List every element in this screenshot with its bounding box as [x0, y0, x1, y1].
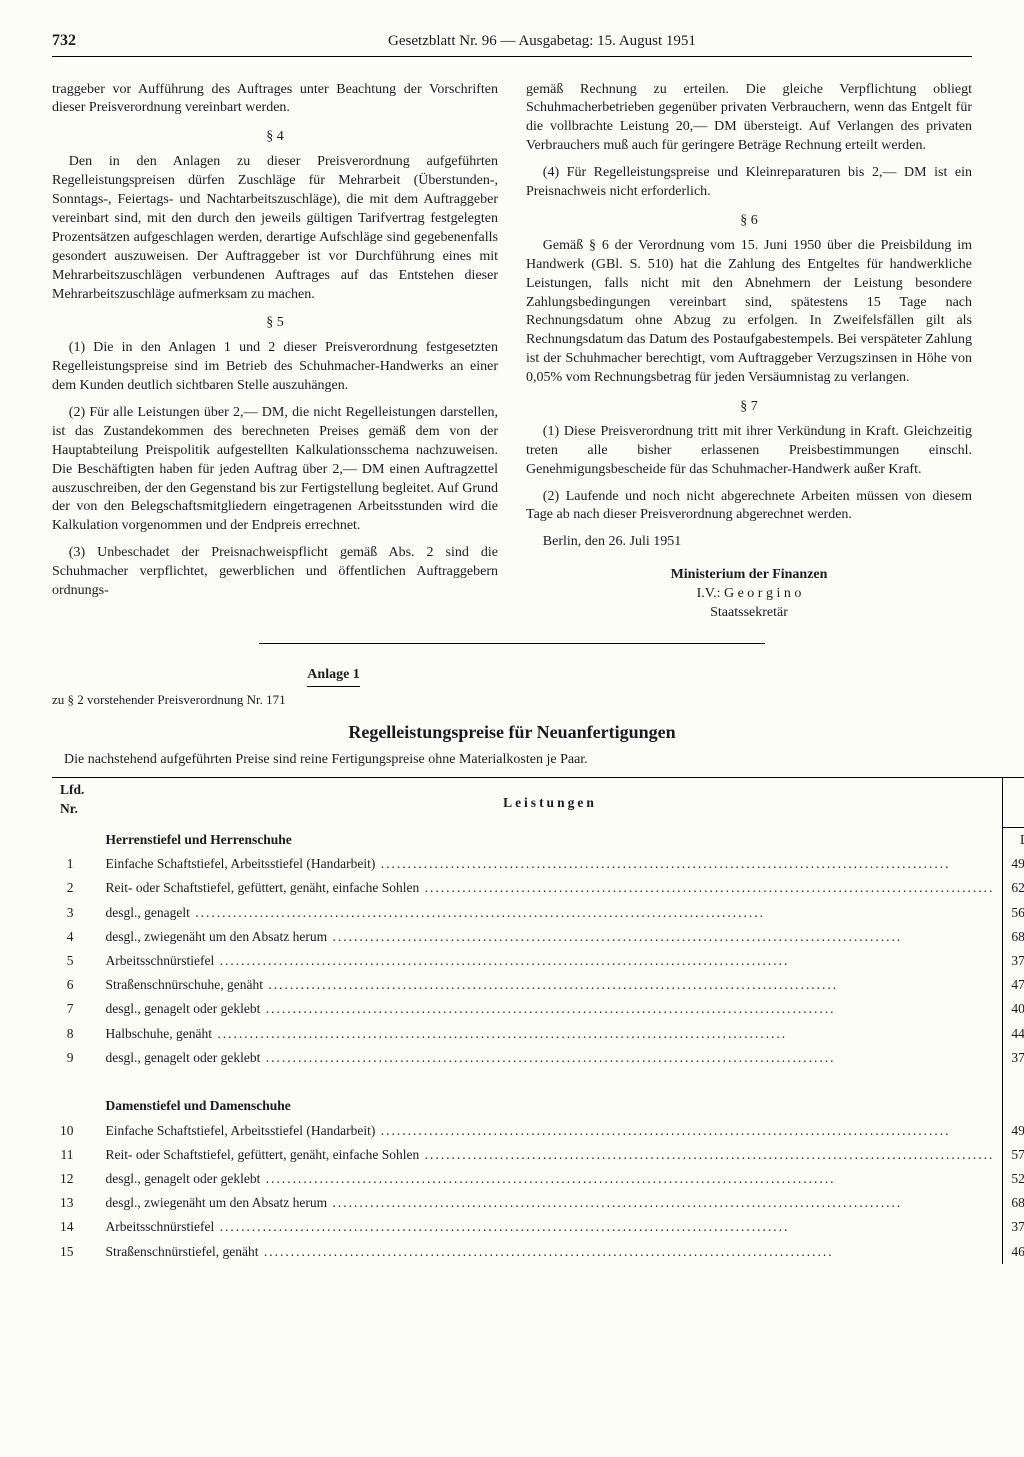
- price-table: Lfd.Nr. Leistungen Ortsklassen A B C Her…: [52, 777, 1024, 1263]
- signatory: I.V.: G e o r g i n o: [526, 585, 972, 604]
- para: (1) Die in den Anlagen 1 und 2 dieser Pr…: [52, 339, 498, 396]
- text-columns: traggeber vor Aufführung des Auftrages u…: [52, 81, 972, 623]
- anlage-subheading: zu § 2 vorstehender Preisverordnung Nr. …: [52, 691, 972, 709]
- table-row: 12 desgl., genagelt oder geklebt 52,6350…: [52, 1167, 1024, 1191]
- para: (3) Unbeschadet der Preisnachweispflicht…: [52, 544, 498, 601]
- separator-rule: [259, 643, 765, 644]
- para: gemäß Rechnung zu erteilen. Die gleiche …: [526, 81, 972, 157]
- section-5-head: § 5: [52, 314, 498, 333]
- table-row: 11 Reit- oder Schaftstiefel, gefüttert, …: [52, 1143, 1024, 1167]
- signature-block: Ministerium der Finanzen I.V.: G e o r g…: [526, 566, 972, 623]
- table-row: 8 Halbschuhe, genäht 44,0442,1239,86: [52, 1022, 1024, 1046]
- place-date: Berlin, den 26. Juli 1951: [526, 533, 972, 552]
- col-ortsklassen: Ortsklassen: [1003, 778, 1024, 803]
- para: (2) Für alle Leistungen über 2,— DM, die…: [52, 404, 498, 536]
- anlage-heading: Anlage 1: [307, 666, 360, 687]
- right-column: gemäß Rechnung zu erteilen. Die gleiche …: [526, 81, 972, 623]
- col-leistungen: Leistungen: [98, 778, 1003, 827]
- signatory-role: Staatssekretär: [526, 604, 972, 623]
- para: (4) Für Regelleistungspreise und Kleinre…: [526, 164, 972, 202]
- table-row: 6 Straßenschnürschuhe, genäht 47,4745,39…: [52, 973, 1024, 997]
- para: Den in den Anlagen zu dieser Preisverord…: [52, 153, 498, 304]
- left-column: traggeber vor Aufführung des Auftrages u…: [52, 81, 498, 623]
- table-row: 14 Arbeitsschnürstiefel 37,2935,0133,13: [52, 1215, 1024, 1239]
- para: Gemäß § 6 der Verordnung vom 15. Juni 19…: [526, 237, 972, 388]
- ministry-name: Ministerium der Finanzen: [526, 566, 972, 585]
- para: (1) Diese Preisverordnung tritt mit ihre…: [526, 423, 972, 480]
- header-title: Gesetzblatt Nr. 96 — Ausgabetag: 15. Aug…: [112, 31, 972, 51]
- table-row: 1 Einfache Schaftstiefel, Arbeitsstiefel…: [52, 852, 1024, 876]
- col-a: A: [1003, 803, 1024, 828]
- table-row: 2 Reit- oder Schaftstiefel, gefüttert, g…: [52, 876, 1024, 900]
- para: traggeber vor Aufführung des Auftrages u…: [52, 81, 498, 119]
- table-row: 10 Einfache Schaftstiefel, Arbeitsstiefe…: [52, 1119, 1024, 1143]
- col-lfd: Lfd.Nr.: [52, 778, 98, 827]
- page-header: 732 Gesetzblatt Nr. 96 — Ausgabetag: 15.…: [52, 30, 972, 57]
- table-row: 5 Arbeitsschnürstiefel 37,2935,0133,13: [52, 949, 1024, 973]
- table-row: 15 Straßenschnürstiefel, genäht 46,8944,…: [52, 1240, 1024, 1264]
- table-row: 4 desgl., zwiegenäht um den Absatz herum…: [52, 925, 1024, 949]
- category-row: Herrenstiefel und Herrenschuhe DMDMDM: [52, 827, 1024, 852]
- section-7-head: § 7: [526, 398, 972, 417]
- table-row: 13 desgl., zwiegenäht um den Absatz heru…: [52, 1191, 1024, 1215]
- para: (2) Laufende und noch nicht abgerechnete…: [526, 488, 972, 526]
- table-row: 7 desgl., genagelt oder geklebt 40,6238,…: [52, 997, 1024, 1021]
- table-note: Die nachstehend aufgeführten Preise sind…: [64, 751, 972, 770]
- table-row: 9 desgl., genagelt oder geklebt 37,1735,…: [52, 1046, 1024, 1070]
- section-6-head: § 6: [526, 212, 972, 231]
- table-title: Regelleistungspreise für Neuanfertigunge…: [52, 720, 972, 744]
- page-number: 732: [52, 30, 112, 52]
- table-body: Herrenstiefel und Herrenschuhe DMDMDM1 E…: [52, 827, 1024, 1263]
- table-row: 3 desgl., genagelt 56,0553,6050,73: [52, 901, 1024, 925]
- anlage-section: Anlage 1 zu § 2 vorstehender Preisverord…: [52, 666, 972, 1264]
- section-4-head: § 4: [52, 128, 498, 147]
- category-row: Damenstiefel und Damenschuhe: [52, 1094, 1024, 1118]
